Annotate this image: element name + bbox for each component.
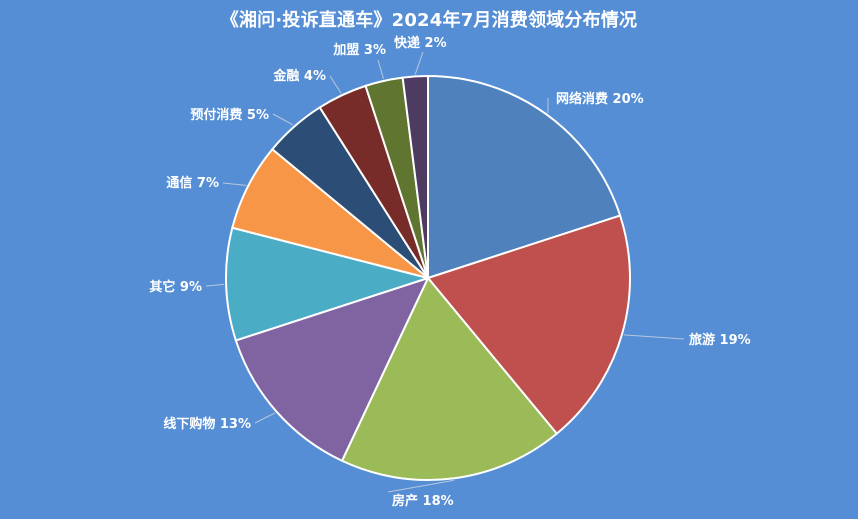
leader-line: [623, 334, 685, 340]
chart-title: 《湘问·投诉直通车》2024年7月消费领域分布情况: [220, 10, 638, 31]
slice-label: 预付消费 5%: [190, 107, 269, 123]
pie-slice: [426, 214, 631, 436]
slice-label: 其它 9%: [149, 279, 202, 295]
leader-line: [414, 51, 424, 75]
leader-line: [222, 182, 247, 186]
slice-label: 快递 2%: [394, 35, 447, 51]
leader-line: [377, 59, 384, 80]
leader-line: [329, 75, 342, 94]
leader-line: [205, 283, 225, 287]
leader-line: [272, 113, 294, 126]
pie-slice: [401, 74, 429, 279]
slice-label: 房产 18%: [392, 493, 454, 509]
pie-slice: [234, 276, 430, 463]
leader-line: [254, 412, 276, 424]
pie-slice: [225, 226, 432, 342]
slice-label: 旅游 19%: [689, 332, 751, 348]
slice-label: 线下购物 13%: [163, 416, 251, 432]
pie-slice: [340, 276, 559, 481]
pie-slice: [427, 74, 622, 280]
slice-label: 网络消费 20%: [556, 91, 644, 107]
slice-label: 加盟 3%: [332, 42, 386, 58]
slice-label: 金融 4%: [272, 68, 326, 84]
leader-line: [387, 479, 454, 493]
slice-label: 通信 7%: [166, 175, 219, 191]
